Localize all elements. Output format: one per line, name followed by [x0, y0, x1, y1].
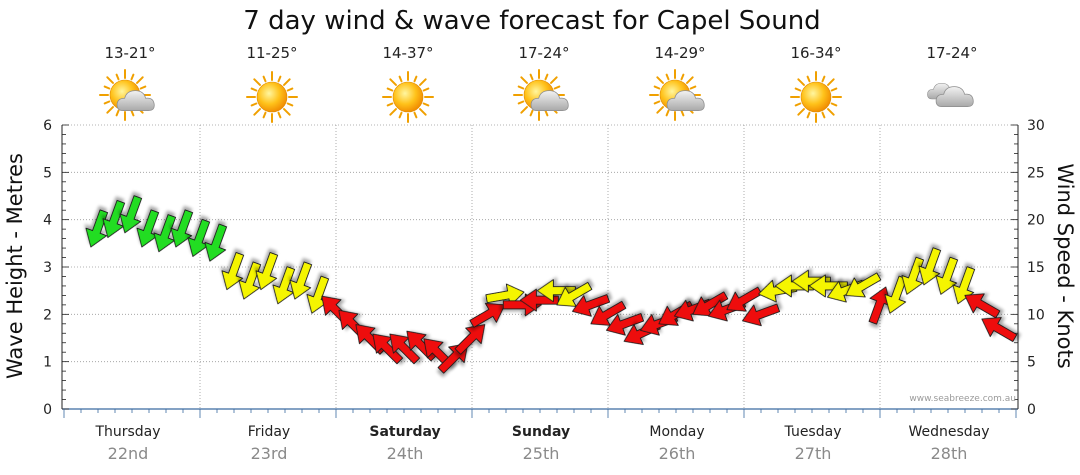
wind-arrow	[845, 272, 882, 298]
temperature-range: 14-37°	[382, 44, 433, 62]
day-name: Wednesday	[908, 424, 989, 440]
wind-arrow	[791, 269, 831, 293]
day-header-friday: 11-25°	[246, 44, 298, 123]
wind-arrow	[606, 313, 645, 336]
day-date: 24th	[387, 444, 424, 463]
day-name: Tuesday	[784, 424, 842, 440]
wind-arrow	[935, 256, 959, 295]
wind-arrow	[289, 261, 313, 300]
wind-arrow	[726, 286, 763, 312]
wind-arrow	[204, 223, 228, 262]
left-tick-label: 4	[43, 213, 52, 229]
left-tick-label: 6	[43, 118, 52, 134]
day-header-wednesday: 17-24°	[926, 44, 978, 107]
wind-arrow	[556, 281, 593, 307]
day-name: Thursday	[94, 424, 160, 440]
partly-cloudy-icon	[99, 69, 155, 121]
wind-arrow	[572, 294, 611, 317]
wind-arrow	[918, 247, 942, 286]
partly-cloudy-icon	[649, 69, 705, 121]
credit-text: www.seabreeze.com.au	[909, 394, 1016, 404]
wind-arrow	[454, 324, 486, 355]
temperature-range: 13-21°	[104, 44, 155, 62]
day-name: Saturday	[369, 424, 440, 440]
sunny-icon	[246, 71, 298, 123]
left-tick-label: 0	[43, 402, 52, 418]
day-date: 22nd	[108, 444, 149, 463]
wind-arrow	[901, 256, 925, 295]
left-tick-label: 3	[43, 260, 52, 276]
wind-arrow	[590, 300, 627, 326]
temperature-range: 14-29°	[654, 44, 705, 62]
day-header-thursday: 13-21°	[99, 44, 156, 121]
wind-arrow	[85, 209, 109, 248]
right-tick-label: 30	[1027, 118, 1045, 134]
wind-arrow	[519, 288, 559, 312]
wind-arrow	[255, 252, 279, 291]
right-tick-label: 25	[1027, 165, 1045, 181]
temperature-range: 16-34°	[790, 44, 841, 62]
right-tick-label: 20	[1027, 213, 1045, 229]
right-tick-label: 5	[1027, 355, 1036, 371]
wind-arrow	[170, 209, 194, 248]
left-tick-label: 2	[43, 307, 52, 323]
wind-arrow	[742, 303, 781, 327]
day-date: 23rd	[251, 444, 288, 463]
cloudy-icon	[927, 82, 974, 107]
sunny-icon	[382, 71, 434, 123]
day-header-sunday: 17-24°	[513, 44, 570, 121]
right-tick-label: 15	[1027, 260, 1045, 276]
day-date: 26th	[659, 444, 696, 463]
wind-arrow	[238, 261, 262, 300]
sunny-icon	[790, 71, 842, 123]
day-header-tuesday: 16-34°	[790, 44, 842, 123]
wind-arrow	[221, 252, 245, 291]
day-name: Sunday	[512, 424, 570, 440]
day-header-saturday: 14-37°	[382, 44, 434, 123]
wind-arrow	[964, 293, 1001, 319]
day-name: Monday	[649, 424, 704, 440]
wind-arrow	[469, 302, 506, 328]
wind-arrow	[981, 317, 1018, 342]
chart-title: 7 day wind & wave forecast for Capel Sou…	[243, 6, 820, 36]
day-date: 28th	[931, 444, 968, 463]
right-tick-label: 10	[1027, 307, 1045, 323]
day-header-monday: 14-29°	[649, 44, 706, 121]
day-date: 27th	[795, 444, 832, 463]
left-tick-label: 1	[43, 355, 52, 371]
left-axis-title: Wave Height - Metres	[3, 153, 27, 379]
left-tick-label: 5	[43, 165, 52, 181]
right-axis-title: Wind Speed - Knots	[1053, 163, 1077, 368]
partly-cloudy-icon	[513, 69, 569, 121]
day-date: 25th	[523, 444, 560, 463]
temperature-range: 17-24°	[518, 44, 569, 62]
temperature-range: 11-25°	[246, 44, 297, 62]
wind-arrow	[272, 266, 296, 305]
wind-arrow	[102, 199, 126, 238]
day-name: Friday	[248, 424, 290, 440]
wind-arrow	[119, 195, 143, 234]
temperature-range: 17-24°	[926, 44, 977, 62]
right-tick-label: 0	[1027, 402, 1036, 418]
wind-arrow	[952, 266, 976, 305]
wind-arrow	[153, 214, 177, 253]
